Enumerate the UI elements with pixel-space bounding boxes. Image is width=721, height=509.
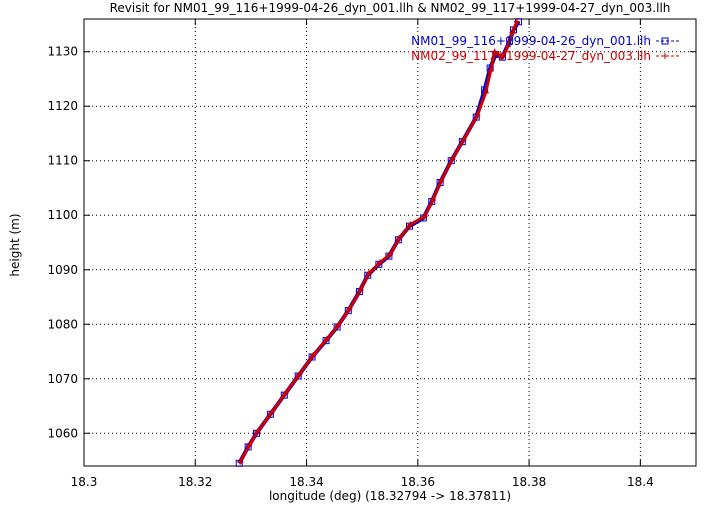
y-tick-label: 1110 [47, 154, 78, 168]
y-axis-label: height (m) [8, 213, 22, 276]
data-point [438, 177, 445, 184]
data-point [407, 221, 414, 228]
data-point [235, 459, 243, 467]
data-point [487, 67, 494, 74]
series-2 [237, 18, 520, 465]
data-point [495, 51, 502, 58]
legend-marker-series-2 [662, 53, 668, 59]
data-point [504, 43, 511, 50]
legend-label-series-2: NM02_99_117+1999-04-27_dyn_003.llh [411, 49, 651, 63]
data-point [294, 372, 302, 380]
series-layer [235, 18, 523, 467]
data-point [449, 156, 456, 163]
x-tick-label: 18.32 [178, 475, 212, 489]
y-tick-label: 1120 [47, 99, 78, 113]
data-point [282, 390, 289, 397]
plot-frame [83, 18, 697, 467]
data-point [333, 323, 341, 331]
data-point [376, 259, 383, 266]
data-point [499, 54, 506, 61]
y-tick-label: 1090 [47, 263, 78, 277]
data-point [346, 306, 353, 313]
data-point [266, 410, 274, 418]
data-point [429, 196, 436, 203]
data-point [308, 353, 316, 361]
x-tick-label: 18.36 [401, 475, 435, 489]
x-tick-label: 18.3 [71, 475, 98, 489]
data-point [280, 391, 288, 399]
data-point [324, 335, 331, 342]
data-point [375, 260, 383, 268]
x-tick-label: 18.38 [512, 475, 546, 489]
axis-ticks: 18.3 18.32 18.34 18.36 18.38 18.4 1060 1070 1080… [47, 19, 696, 489]
x-tick-label: 18.4 [627, 475, 654, 489]
y-tick-label: 1070 [47, 372, 78, 386]
y-tick-label: 1130 [47, 45, 78, 59]
data-point [491, 48, 498, 55]
data-point [357, 286, 364, 293]
data-point [310, 352, 317, 359]
y-tick-label: 1080 [47, 317, 78, 331]
data-point [268, 409, 275, 416]
legend-marker-series-1 [661, 37, 669, 45]
data-point [513, 18, 520, 25]
data-point [460, 137, 467, 144]
y-tick-label: 1100 [47, 208, 78, 222]
data-point [237, 458, 244, 465]
data-point [387, 251, 393, 258]
x-axis-label: longitude (deg) (18.32794 -> 18.37811) [269, 489, 511, 503]
data-point [296, 371, 303, 378]
data-point [335, 322, 342, 329]
data-point [396, 235, 403, 242]
data-point [509, 29, 516, 36]
legend: NM01_99_116+1999-04-26_dyn_001.llh NM02_… [411, 34, 681, 63]
data-point [405, 222, 413, 230]
data-point [322, 337, 330, 345]
data-point [474, 112, 481, 119]
data-point [365, 270, 372, 277]
data-point [344, 307, 352, 315]
data-point [246, 442, 253, 449]
y-tick-label: 1060 [47, 426, 78, 440]
data-point [421, 213, 428, 220]
data-point [254, 428, 261, 435]
chart-title: Revisit for NM01_99_116+1999-04-26_dyn_0… [110, 1, 671, 15]
x-tick-label: 18.34 [289, 475, 323, 489]
data-point [482, 89, 489, 96]
legend-label-series-1: NM01_99_116+1999-04-26_dyn_001.llh [411, 34, 651, 48]
